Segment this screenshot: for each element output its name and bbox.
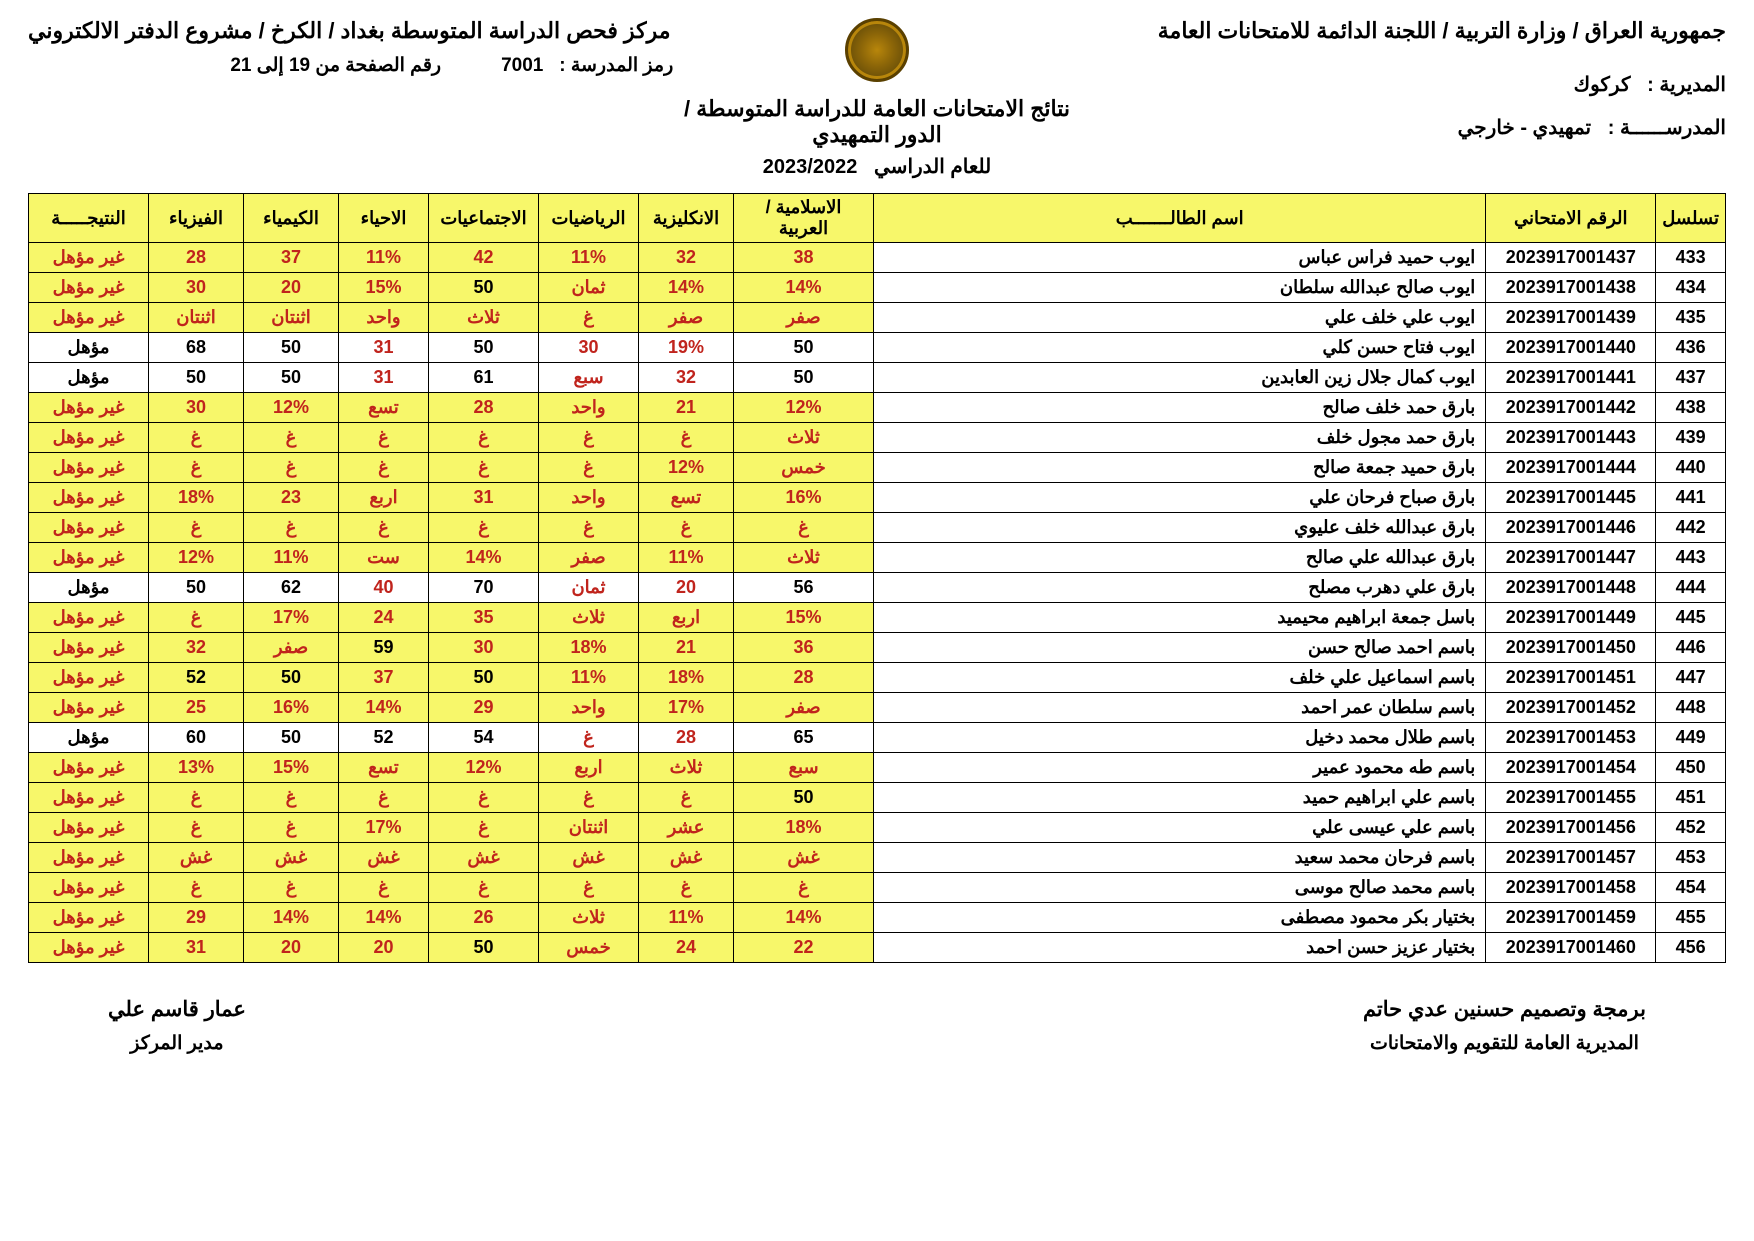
student-name: ايوب حميد فراس عباس xyxy=(874,243,1486,273)
header-center-block: نتائج الامتحانات العامة للدراسة المتوسطة… xyxy=(673,18,1081,179)
column-header: الاسلامية / العربية xyxy=(734,194,874,243)
column-header: الاحياء xyxy=(339,194,429,243)
page-number: رقم الصفحة من 19 إلى 21 xyxy=(230,54,441,77)
column-header: النتيجـــــة xyxy=(29,194,149,243)
table-row: 4432023917001447بارق عبدالله علي صالحثلا… xyxy=(29,543,1726,573)
table-row: 4452023917001449باسل جمعة ابراهيم محيميد… xyxy=(29,603,1726,633)
column-header: الكيمياء xyxy=(244,194,339,243)
table-row: 4442023917001448بارق علي دهرب مصلح5620ثم… xyxy=(29,573,1726,603)
student-name: ايوب فتاح حسن كلي xyxy=(874,333,1486,363)
student-name: باسم علي عيسى علي xyxy=(874,813,1486,843)
table-row: 4422023917001446بارق عبدالله خلف عليويغغ… xyxy=(29,513,1726,543)
directorate: المديرية : كركوك xyxy=(1574,72,1726,97)
student-name: بارق حمد مجول خلف xyxy=(874,423,1486,453)
table-row: 4362023917001440ايوب فتاح حسن كلي5019%30… xyxy=(29,333,1726,363)
student-name: بارق عبدالله علي صالح xyxy=(874,543,1486,573)
table-body: 4332023917001437ايوب حميد فراس عباس38321… xyxy=(29,243,1726,963)
student-name: ايوب علي خلف علي xyxy=(874,303,1486,333)
results-title: نتائج الامتحانات العامة للدراسة المتوسطة… xyxy=(673,96,1081,148)
student-name: باسم فرحان محمد سعيد xyxy=(874,843,1486,873)
results-table: تسلسلالرقم الامتحانياسم الطالـــــــبالا… xyxy=(28,193,1726,963)
column-header: تسلسل xyxy=(1656,194,1726,243)
table-row: 4372023917001441ايوب كمال جلال زين العاب… xyxy=(29,363,1726,393)
table-row: 4542023917001458باسم محمد صالح موسىغغغغغ… xyxy=(29,873,1726,903)
table-row: 4512023917001455باسم علي ابراهيم حميد50غ… xyxy=(29,783,1726,813)
table-row: 4462023917001450باسم احمد صالح حسن362118… xyxy=(29,633,1726,663)
student-name: ايوب صالح عبدالله سلطان xyxy=(874,273,1486,303)
student-name: بارق علي دهرب مصلح xyxy=(874,573,1486,603)
country-line: جمهورية العراق / وزارة التربية / اللجنة … xyxy=(1081,18,1726,44)
table-row: 4522023917001456باسم علي عيسى علي18%عشرا… xyxy=(29,813,1726,843)
academic-year: للعام الدراسي 2023/2022 xyxy=(673,154,1081,179)
emblem-icon xyxy=(845,18,909,82)
center-line: مركز فحص الدراسة المتوسطة بغداد / الكرخ … xyxy=(28,18,673,44)
student-name: باسل جمعة ابراهيم محيميد xyxy=(874,603,1486,633)
table-row: 4502023917001454باسم طه محمود عميرسبعثلا… xyxy=(29,753,1726,783)
school-code: رمز المدرسة : 7001 xyxy=(501,54,673,77)
page-header: جمهورية العراق / وزارة التربية / اللجنة … xyxy=(28,18,1726,179)
student-name: باسم احمد صالح حسن xyxy=(874,633,1486,663)
table-row: 4382023917001442بارق حمد خلف صالح12%21وا… xyxy=(29,393,1726,423)
table-row: 4482023917001452باسم سلطان عمر احمدصفر17… xyxy=(29,693,1726,723)
column-header: الفيزياء xyxy=(149,194,244,243)
student-name: بارق عبدالله خلف عليوي xyxy=(874,513,1486,543)
student-name: باسم محمد صالح موسى xyxy=(874,873,1486,903)
footer-designer: برمجة وتصميم حسنين عدي حاتم المديرية الع… xyxy=(1363,997,1646,1055)
column-header: الاجتماعيات xyxy=(429,194,539,243)
student-name: بختيار بكر محمود مصطفى xyxy=(874,903,1486,933)
page-footer: برمجة وتصميم حسنين عدي حاتم المديرية الع… xyxy=(28,997,1726,1055)
column-header: اسم الطالـــــــب xyxy=(874,194,1486,243)
table-row: 4392023917001443بارق حمد مجول خلفثلاثغغغ… xyxy=(29,423,1726,453)
table-row: 4412023917001445بارق صباح فرحان علي16%تس… xyxy=(29,483,1726,513)
table-row: 4532023917001457باسم فرحان محمد سعيدغشغش… xyxy=(29,843,1726,873)
table-header-row: تسلسلالرقم الامتحانياسم الطالـــــــبالا… xyxy=(29,194,1726,243)
student-name: باسم طلال محمد دخيل xyxy=(874,723,1486,753)
table-row: 4332023917001437ايوب حميد فراس عباس38321… xyxy=(29,243,1726,273)
table-row: 4562023917001460بختيار عزيز حسن احمد2224… xyxy=(29,933,1726,963)
table-row: 4402023917001444بارق حميد جمعة صالحخمس12… xyxy=(29,453,1726,483)
footer-manager: عمار قاسم علي مدير المركز xyxy=(108,997,246,1055)
student-name: بارق حمد خلف صالح xyxy=(874,393,1486,423)
student-name: بارق حميد جمعة صالح xyxy=(874,453,1486,483)
table-row: 4342023917001438ايوب صالح عبدالله سلطان1… xyxy=(29,273,1726,303)
column-header: الرياضيات xyxy=(539,194,639,243)
student-name: باسم علي ابراهيم حميد xyxy=(874,783,1486,813)
student-name: باسم طه محمود عمير xyxy=(874,753,1486,783)
table-row: 4472023917001451باسم اسماعيل علي خلف2818… xyxy=(29,663,1726,693)
table-row: 4492023917001453باسم طلال محمد دخيل6528غ… xyxy=(29,723,1726,753)
student-name: بارق صباح فرحان علي xyxy=(874,483,1486,513)
student-name: باسم سلطان عمر احمد xyxy=(874,693,1486,723)
header-left-block: مركز فحص الدراسة المتوسطة بغداد / الكرخ … xyxy=(28,18,673,77)
column-header: الانكليزية xyxy=(639,194,734,243)
student-name: باسم اسماعيل علي خلف xyxy=(874,663,1486,693)
column-header: الرقم الامتحاني xyxy=(1486,194,1656,243)
table-row: 4552023917001459بختيار بكر محمود مصطفى14… xyxy=(29,903,1726,933)
header-right-block: جمهورية العراق / وزارة التربية / اللجنة … xyxy=(1081,18,1726,140)
school-name: المدرســــــة : تمهيدي - خارجي xyxy=(1458,115,1726,140)
student-name: بختيار عزيز حسن احمد xyxy=(874,933,1486,963)
student-name: ايوب كمال جلال زين العابدين xyxy=(874,363,1486,393)
table-row: 4352023917001439ايوب علي خلف عليصفرصفرغث… xyxy=(29,303,1726,333)
